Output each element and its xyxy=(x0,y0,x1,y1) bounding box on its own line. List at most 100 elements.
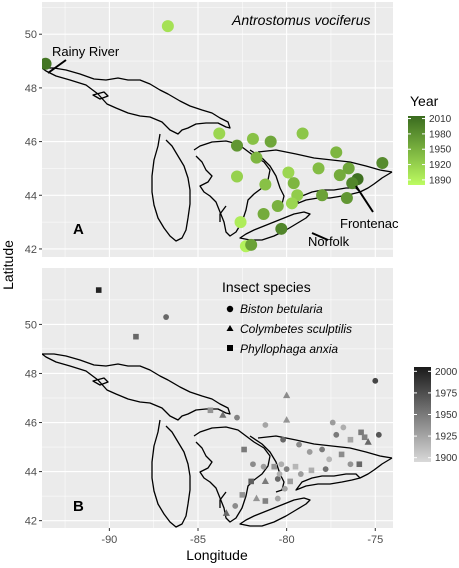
y-tick-label: 46 xyxy=(25,137,37,149)
colorbar-tick-label: 1920 xyxy=(429,160,452,171)
y-tick-label: 46 xyxy=(25,418,37,430)
data-point-colymbetes xyxy=(252,494,261,502)
x-tick-label: -90 xyxy=(101,534,117,546)
data-point-biston xyxy=(297,471,304,477)
data-point-biston xyxy=(278,461,285,468)
data-point xyxy=(246,132,259,145)
data-point xyxy=(340,191,353,204)
data-point-biston xyxy=(283,466,290,473)
panel-a-annotation-lines xyxy=(47,59,374,241)
colorbar-tick-label: 2000 xyxy=(435,367,458,378)
data-point xyxy=(342,162,355,175)
data-point-phyllophaga xyxy=(239,492,246,498)
st-lawrence-river xyxy=(359,171,393,193)
saginaw-bay xyxy=(219,491,227,508)
y-tick-label: 50 xyxy=(25,29,37,41)
panel-b-points xyxy=(95,287,382,516)
isle-royale xyxy=(92,91,109,100)
y-tick-label: 42 xyxy=(25,244,37,256)
data-point-biston xyxy=(333,431,340,438)
panel-a-label: A xyxy=(73,221,84,238)
isle-royale xyxy=(92,377,109,386)
annotation-rainy-river: Rainy River xyxy=(52,44,120,59)
lake-superior-outline xyxy=(42,67,231,135)
panel-b-coastlines xyxy=(42,353,393,528)
data-point-biston xyxy=(296,441,302,448)
panel-a-points xyxy=(42,20,389,253)
data-point-biston xyxy=(347,461,354,468)
st-lawrence-river xyxy=(359,457,393,479)
data-point-biston xyxy=(163,314,169,320)
data-point-biston xyxy=(372,377,379,384)
year-color-legend: Year 2010 1980 1950 1920 1890 xyxy=(408,93,452,186)
shape-legend: Insect species Biston betularia Colymbet… xyxy=(222,279,352,356)
y-axis-title: Latitude xyxy=(0,240,16,290)
grey-colorbar xyxy=(414,367,431,462)
data-point-biston xyxy=(262,422,269,428)
data-point xyxy=(259,178,272,191)
panel-b: B Insect species Biston betularia Colymb… xyxy=(25,268,393,528)
data-point-phyllophaga xyxy=(361,434,368,441)
data-point-colymbetes xyxy=(364,438,372,445)
data-point-biston xyxy=(280,436,286,443)
data-point-biston xyxy=(326,456,333,463)
annotation-norfolk: Norfolk xyxy=(308,234,350,249)
data-point-colymbetes xyxy=(222,509,230,516)
data-point-colymbetes xyxy=(261,477,269,484)
ottawa-river xyxy=(257,149,393,173)
lake-michigan-outline xyxy=(151,419,191,528)
data-point-biston xyxy=(260,463,267,470)
norfolk-pointer xyxy=(311,232,329,241)
colorbar-tick-label: 1950 xyxy=(429,145,452,156)
legend-triangle-symbol xyxy=(226,325,234,331)
lake-huron-outline xyxy=(193,426,271,523)
lake-superior-outline xyxy=(42,353,231,421)
colorbar-tick-label: 1950 xyxy=(435,410,458,421)
data-point xyxy=(250,151,263,164)
data-point-phyllophaga xyxy=(241,446,247,453)
data-point-biston xyxy=(340,424,347,431)
shape-legend-title: Insect species xyxy=(222,279,311,295)
data-point-biston xyxy=(234,414,240,421)
data-point-biston xyxy=(274,495,281,502)
x-tick-label: -85 xyxy=(190,534,206,546)
x-axis-title: Longitude xyxy=(186,547,248,563)
data-point-phyllophaga xyxy=(356,461,363,468)
data-point xyxy=(42,57,52,70)
data-point xyxy=(271,200,284,212)
colorbar-tick-label: 1980 xyxy=(429,129,452,140)
lake-michigan-outline xyxy=(151,133,191,242)
y-tick-label: 48 xyxy=(25,368,37,380)
legend-item-colymbetes: Colymbetes sculptilis xyxy=(240,322,352,336)
data-point xyxy=(234,216,247,229)
data-point xyxy=(312,162,325,175)
data-point-biston xyxy=(276,471,283,477)
y-tick-label: 44 xyxy=(25,467,37,479)
legend-circle-symbol xyxy=(226,305,234,313)
colorbar-tick-label: 1890 xyxy=(429,175,452,186)
x-axis-ticks: -90 -85 -80 -75 xyxy=(101,528,383,546)
data-point-phyllophaga xyxy=(287,478,293,485)
x-tick-label: -80 xyxy=(279,534,295,546)
panel-a-title: Antrostomus vociferus xyxy=(231,12,371,28)
data-point-biston xyxy=(232,503,239,509)
y-tick-label: 44 xyxy=(25,190,37,202)
data-point-phyllophaga xyxy=(347,436,354,443)
data-point-colymbetes xyxy=(283,391,291,399)
data-point xyxy=(264,135,277,148)
data-point xyxy=(213,127,226,140)
x-tick-label: -75 xyxy=(367,534,383,546)
colorbar-tick-label: 1925 xyxy=(435,432,458,443)
data-point-phyllophaga xyxy=(358,429,364,436)
data-point xyxy=(161,20,174,33)
legend-item-biston: Biston betularia xyxy=(240,302,323,316)
panel-b-y-ticks: 42 44 46 48 50 xyxy=(25,319,42,528)
data-point xyxy=(330,146,343,159)
legend-square-symbol xyxy=(227,345,233,351)
annotation-frontenac: Frontenac xyxy=(340,216,399,231)
data-point-biston xyxy=(322,466,329,473)
data-point xyxy=(333,169,346,182)
year-colorbar-ticks: 2010 1980 1950 1920 1890 xyxy=(408,114,452,186)
data-point xyxy=(346,177,359,190)
